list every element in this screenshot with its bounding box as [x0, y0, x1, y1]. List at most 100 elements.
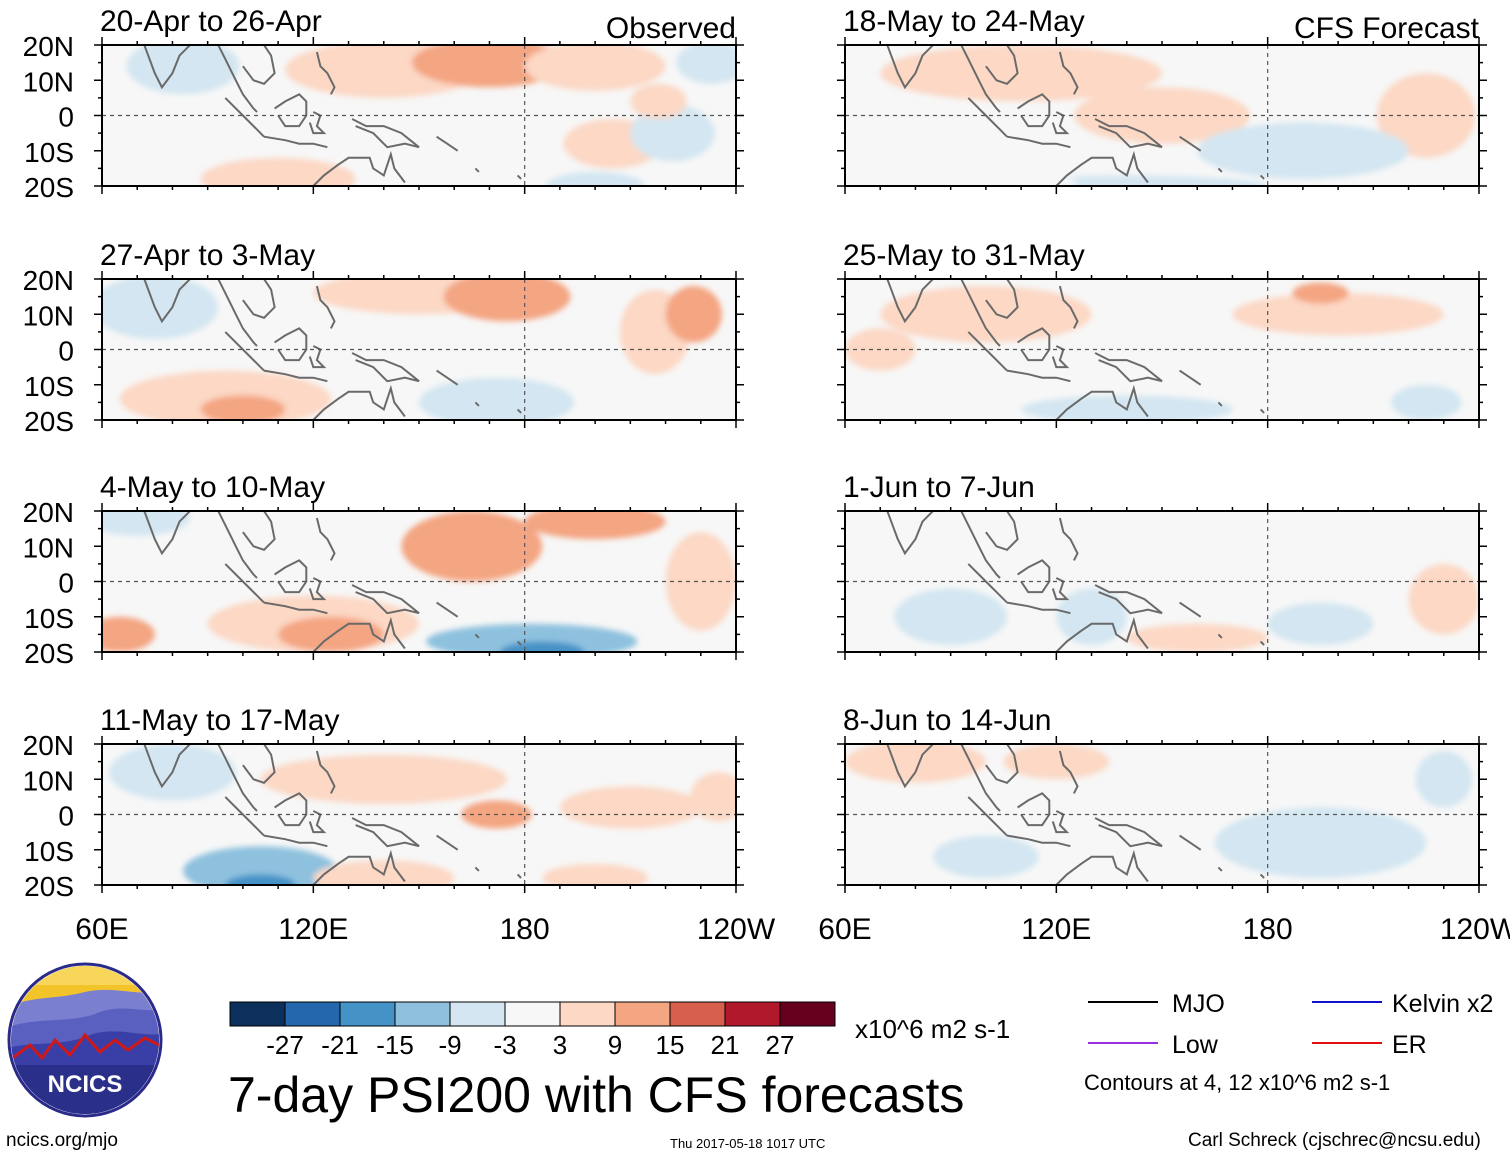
coastline: [1217, 866, 1223, 872]
lat-label: 20N: [23, 730, 74, 761]
coastline: [1259, 873, 1265, 879]
anomaly-blob: [559, 786, 701, 829]
coastline: [274, 93, 308, 128]
coastline: [274, 559, 308, 594]
coastline: [885, 744, 935, 789]
lat-label: 0: [58, 336, 74, 367]
colorbar-swatch: [449, 1001, 506, 1027]
observed-header: Observed: [606, 12, 736, 45]
anomaly-blob: [880, 45, 1162, 102]
lat-label: 10S: [24, 371, 74, 402]
anomaly-blob: [665, 532, 736, 631]
coastline: [263, 369, 328, 383]
coastline: [985, 744, 1019, 784]
coastline: [516, 174, 522, 180]
coastline: [436, 369, 459, 386]
coastline: [1006, 135, 1071, 149]
panel-forecast-2: 25-May to 31-May: [837, 239, 1487, 428]
lon-label: 120W: [697, 913, 776, 946]
anomaly-blob: [1003, 744, 1110, 780]
anomaly-blob: [676, 45, 736, 84]
coastline: [242, 279, 276, 319]
anomaly-blob: [401, 511, 543, 582]
coastline: [1094, 118, 1163, 149]
panel-period-title: 25-May to 31-May: [843, 239, 1085, 272]
anomaly-blob: [1214, 807, 1427, 878]
panel-observed-1: 20N 10N 0 10S 20S 20-Apr to 26-Apr Observed: [23, 5, 744, 203]
coastline: [1058, 517, 1079, 561]
lat-label: 0: [58, 801, 74, 832]
coastline: [885, 279, 935, 324]
anomaly-blob: [880, 286, 1092, 343]
coastline: [1259, 408, 1265, 414]
colorbar-tick-label: 15: [656, 1030, 685, 1060]
lat-label: 10S: [24, 836, 74, 867]
coastline: [217, 279, 258, 347]
anomaly-blob: [200, 157, 356, 186]
anomaly-blob: [1056, 588, 1127, 645]
anomaly-blob: [419, 377, 574, 420]
anomaly-blob: [1390, 384, 1462, 420]
coastline: [474, 167, 480, 173]
colorbar-swatch: [339, 1001, 396, 1027]
colorbar-swatch: [614, 1001, 671, 1027]
panel-period-title: 8-Jun to 14-Jun: [843, 704, 1051, 737]
anomaly-blob: [1232, 293, 1444, 336]
forecast-header: CFS Forecast: [1294, 12, 1480, 45]
coastline: [474, 401, 480, 407]
coastline: [315, 517, 336, 561]
colorbar-swatch: [504, 1001, 561, 1027]
coastline: [1017, 93, 1051, 128]
anomaly-blob: [690, 772, 736, 822]
coastline: [474, 866, 480, 872]
legend-label-mjo: MJO: [1172, 990, 1225, 1018]
coastline: [1017, 792, 1051, 827]
lat-label: 20N: [23, 31, 74, 62]
footer-credit: Carl Schreck (cjschrec@ncsu.edu): [1188, 1130, 1481, 1151]
coastline: [1031, 849, 1149, 885]
coastline: [142, 511, 192, 556]
coastline: [516, 640, 522, 646]
lat-label: 20S: [24, 172, 74, 203]
coastline: [1179, 369, 1202, 386]
coastline: [1031, 616, 1149, 652]
colorbar: -27 -21 -15 -9 -3 3 9 15 21 27: [229, 1001, 836, 1060]
anomaly-blob: [845, 744, 986, 783]
coastline: [274, 327, 308, 362]
anomaly-blob: [630, 83, 687, 120]
coastline: [1217, 401, 1223, 407]
footer-url[interactable]: ncics.org/mjo: [6, 1130, 118, 1151]
panel-period-title: 4-May to 10-May: [100, 471, 325, 504]
anomaly-blob: [1408, 563, 1479, 635]
coastline: [1094, 584, 1163, 615]
coastline: [1017, 559, 1051, 594]
coastline: [436, 135, 459, 152]
lat-label: 10N: [23, 532, 74, 563]
lat-label: 10N: [23, 66, 74, 97]
colorbar-tick-label: -9: [438, 1030, 461, 1060]
coastline: [224, 563, 265, 604]
anomaly-blob: [443, 279, 571, 322]
coastline: [242, 45, 276, 85]
coastline: [1259, 640, 1265, 646]
coastline: [960, 511, 1001, 579]
colorbar-swatch: [284, 1001, 341, 1027]
lon-label: 180: [1243, 913, 1293, 946]
colorbar-tick-label: 9: [608, 1030, 622, 1060]
contour-note: Contours at 4, 12 x10^6 m2 s-1: [1084, 1070, 1390, 1095]
lon-label: 120E: [1021, 913, 1091, 946]
panel-period-title: 1-Jun to 7-Jun: [843, 471, 1035, 504]
legend-label-kelvin: Kelvin x2: [1392, 990, 1493, 1018]
coastline: [315, 285, 336, 329]
anomaly-blob: [542, 863, 648, 885]
colorbar-tick-label: -27: [266, 1030, 304, 1060]
lon-label: 60E: [818, 913, 871, 946]
lat-label: 20S: [24, 406, 74, 437]
colorbar-tick-label: -3: [493, 1030, 516, 1060]
colorbar-units: x10^6 m2 s-1: [855, 1014, 1010, 1044]
panel-observed-4: 20N 10N 0 10S 20S 11-May to 17-May 60E 120E 180 1…: [23, 704, 776, 946]
anomaly-blob: [545, 171, 645, 186]
coastline: [1031, 150, 1149, 186]
lat-label: 20S: [24, 871, 74, 902]
